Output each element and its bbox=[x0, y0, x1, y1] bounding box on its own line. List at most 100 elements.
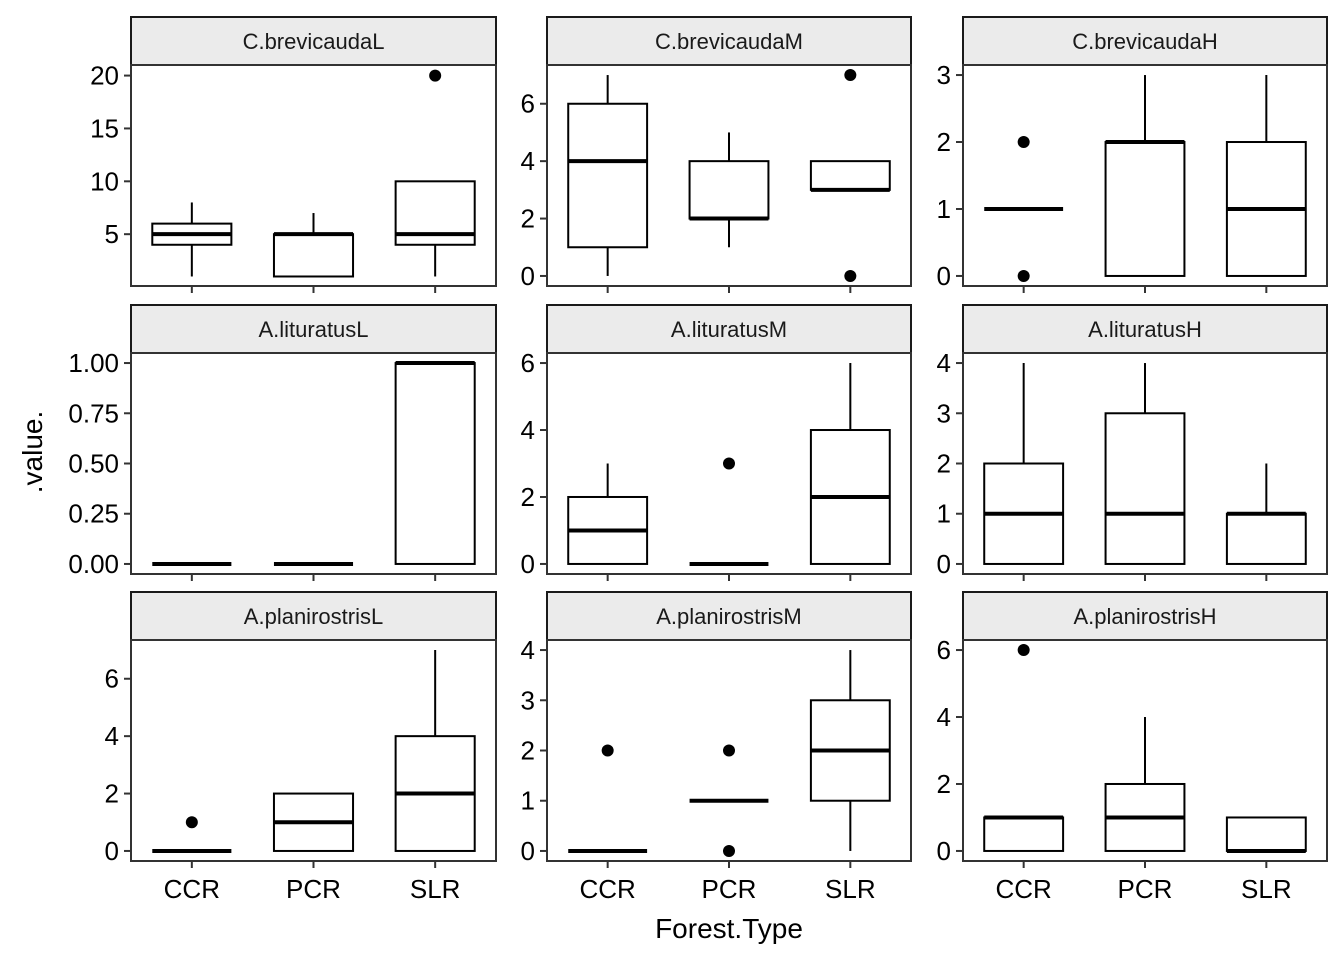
y-tick-label: 0.75 bbox=[68, 398, 119, 428]
y-tick-label: 0 bbox=[105, 836, 119, 866]
outlier-point bbox=[844, 269, 857, 282]
panel-border bbox=[962, 64, 1328, 287]
boxplot-slr bbox=[394, 361, 476, 565]
facet-panel: A.lituratusH 0 1 2 3 4 bbox=[937, 304, 1328, 581]
y-tick-label: 3 bbox=[937, 398, 951, 428]
y-tick-label: 0 bbox=[521, 261, 535, 291]
panel-border bbox=[130, 352, 497, 575]
y-tick-label: 4 bbox=[521, 415, 535, 445]
x-tick-label: SLR bbox=[825, 874, 876, 904]
outlier-point bbox=[723, 457, 735, 470]
facet-strip bbox=[962, 16, 1328, 66]
boxplot-pcr bbox=[1104, 717, 1186, 852]
facet-title: A.lituratusH bbox=[1088, 317, 1202, 342]
boxplot-pcr bbox=[272, 213, 355, 278]
box-iqr bbox=[1104, 141, 1186, 277]
boxplot-ccr bbox=[151, 202, 233, 277]
x-tick-label: PCR bbox=[286, 874, 341, 904]
panel-border bbox=[546, 352, 912, 575]
boxplot-ccr bbox=[567, 463, 649, 565]
facet-title: C.brevicaudaM bbox=[655, 29, 803, 54]
box-iqr bbox=[688, 160, 770, 220]
box-iqr bbox=[567, 102, 649, 249]
boxplot-pcr bbox=[688, 132, 770, 248]
y-tick-label: 2 bbox=[521, 482, 535, 512]
boxplot-slr bbox=[809, 650, 891, 851]
facet-strip bbox=[130, 304, 497, 354]
y-tick-label: 0 bbox=[937, 261, 951, 291]
y-tick-label: 0 bbox=[521, 836, 535, 866]
y-tick-label: 6 bbox=[105, 664, 119, 694]
panel-border bbox=[130, 64, 497, 287]
x-tick-label: SLR bbox=[1241, 874, 1292, 904]
box-iqr bbox=[272, 233, 355, 278]
facet-panels: C.brevicaudaL5101520C.brevicaudaM0246C.b… bbox=[68, 16, 1328, 904]
facet-title: A.planirostrisL bbox=[244, 604, 383, 629]
facet-title: A.lituratusM bbox=[671, 317, 787, 342]
y-tick-label: 6 bbox=[521, 89, 535, 119]
facet-title: A.planirostrisH bbox=[1073, 604, 1216, 629]
boxplot-slr bbox=[394, 650, 476, 852]
y-tick-label: 4 bbox=[521, 146, 535, 176]
boxplot-pcr bbox=[1104, 75, 1186, 277]
outlier-point bbox=[1017, 136, 1030, 149]
x-tick-label: CCR bbox=[579, 874, 635, 904]
panel-border bbox=[962, 352, 1328, 575]
panel-border bbox=[962, 639, 1328, 862]
x-axis-title: Forest.Type bbox=[655, 913, 803, 944]
facet-strip bbox=[130, 591, 497, 641]
y-tick-label: 4 bbox=[937, 348, 951, 378]
outlier-point bbox=[844, 69, 857, 82]
x-tick-label: CCR bbox=[164, 874, 220, 904]
boxplot-ccr bbox=[152, 816, 232, 853]
y-tick-label: 2 bbox=[105, 779, 119, 809]
facet-title: A.lituratusL bbox=[258, 317, 368, 342]
y-tick-label: 6 bbox=[521, 348, 535, 378]
facet-panel: A.planirostrisM 0 1 2 3 4 CCR PCR SLR bbox=[521, 591, 912, 904]
facet-panel: A.lituratusL 0.00 0.25 0.50 0.75 1.00 bbox=[68, 304, 497, 581]
y-tick-label: 3 bbox=[937, 60, 951, 90]
panel-border bbox=[130, 639, 497, 862]
box-iqr bbox=[1225, 816, 1307, 852]
y-tick-label: 15 bbox=[90, 113, 119, 143]
box-iqr bbox=[983, 816, 1065, 852]
boxplot-ccr bbox=[568, 744, 648, 853]
outlier-point bbox=[1017, 644, 1030, 657]
y-tick-label: 2 bbox=[937, 449, 951, 479]
y-tick-label: 0 bbox=[937, 836, 951, 866]
x-tick-label: PCR bbox=[1118, 874, 1173, 904]
facet-strip bbox=[962, 591, 1328, 641]
y-tick-label: 1.00 bbox=[68, 348, 119, 378]
boxplot-pcr bbox=[1104, 363, 1186, 565]
outlier-point bbox=[429, 69, 442, 82]
y-tick-label: 0 bbox=[937, 549, 951, 579]
facet-strip bbox=[130, 16, 497, 66]
y-tick-label: 2 bbox=[937, 769, 951, 799]
boxplot-ccr bbox=[983, 363, 1065, 565]
y-tick-label: 0.25 bbox=[68, 499, 119, 529]
outlier-point bbox=[723, 744, 735, 757]
boxplot-pcr bbox=[689, 744, 769, 857]
x-tick-label: SLR bbox=[410, 874, 461, 904]
y-tick-label: 4 bbox=[521, 635, 535, 665]
outlier-point bbox=[185, 816, 198, 829]
boxplot-slr bbox=[394, 69, 476, 277]
y-tick-label: 0 bbox=[521, 549, 535, 579]
y-tick-label: 2 bbox=[521, 736, 535, 766]
facet-panel: C.brevicaudaL 5 10 15 20 bbox=[90, 16, 497, 293]
box-iqr bbox=[1104, 412, 1186, 565]
y-tick-label: 5 bbox=[105, 219, 119, 249]
y-tick-label: 1 bbox=[937, 194, 951, 224]
facet-title: C.brevicaudaL bbox=[243, 29, 385, 54]
outlier-point bbox=[723, 844, 735, 857]
y-tick-label: 4 bbox=[937, 702, 951, 732]
panel-border bbox=[546, 639, 912, 862]
x-tick-label: CCR bbox=[995, 874, 1051, 904]
x-tick-label: PCR bbox=[702, 874, 757, 904]
facet-panel: A.planirostrisL 0 2 4 6 CCR PCR SLR bbox=[105, 591, 497, 904]
y-tick-label: 1 bbox=[521, 786, 535, 816]
boxplot-ccr bbox=[984, 136, 1064, 282]
y-tick-label: 0.50 bbox=[68, 449, 119, 479]
y-tick-label: 6 bbox=[937, 635, 951, 665]
y-axis-title: .value. bbox=[17, 411, 48, 494]
